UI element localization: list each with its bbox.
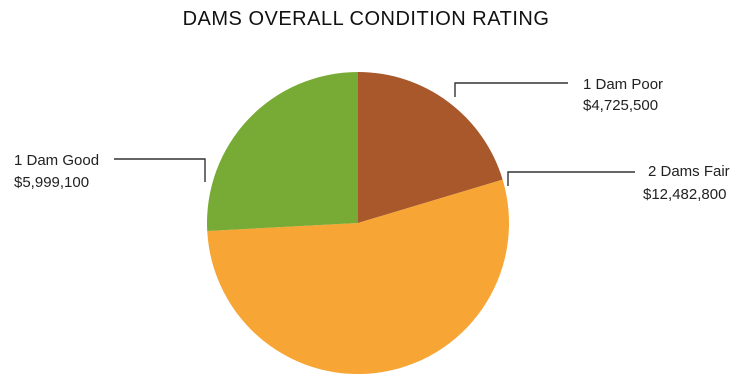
pie-slice-fair	[207, 179, 509, 374]
chart-title: DAMS OVERALL CONDITION RATING	[183, 8, 550, 30]
pie-slice-good	[207, 72, 358, 232]
slice-value-poor: $4,725,500	[583, 97, 658, 114]
slice-label-poor: 1 Dam Poor	[583, 76, 663, 93]
slice-label-good: 1 Dam Good	[14, 152, 99, 169]
pie-slice-poor	[358, 72, 503, 223]
leader-line-good	[114, 158, 206, 182]
slice-value-good: $5,999,100	[14, 174, 89, 191]
pie-slices	[207, 72, 509, 374]
slice-value-fair: $12,482,800	[643, 186, 726, 203]
leader-line-poor	[454, 82, 568, 97]
slice-label-fair: 2 Dams Fair	[648, 163, 730, 180]
leader-line-fair	[507, 171, 635, 186]
